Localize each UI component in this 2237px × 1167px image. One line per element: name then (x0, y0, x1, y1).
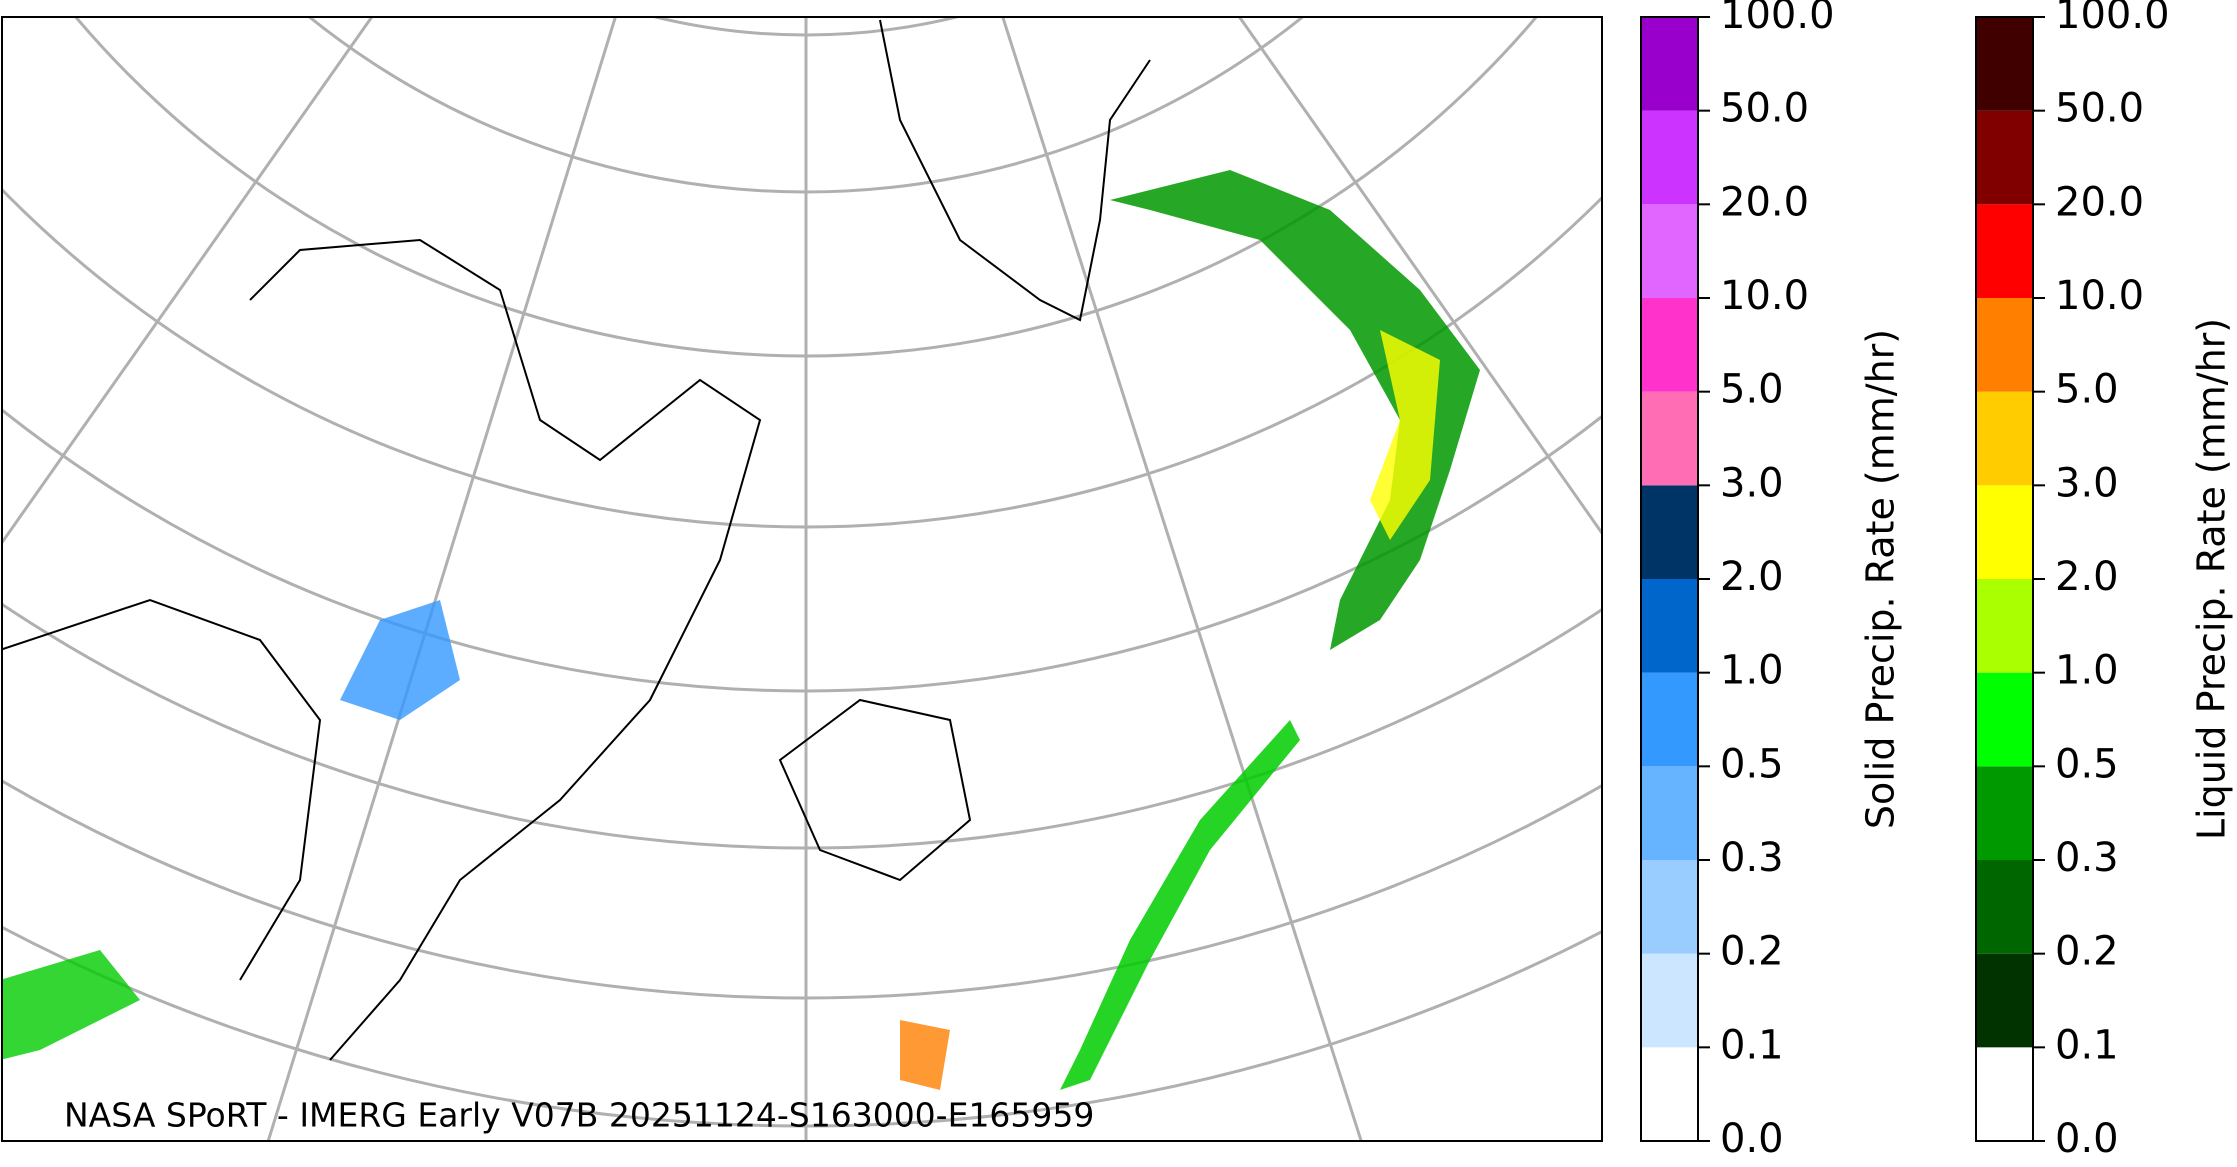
coastlines (2, 19, 1151, 1061)
tick-label: 100.0 (1720, 0, 1835, 38)
colorbar-label: Liquid Precip. Rate (mm/hr) (2190, 318, 2234, 840)
tick-label: 20.0 (1720, 179, 1809, 225)
tick-label: 0.2 (2055, 929, 2119, 975)
map-frame (1, 16, 1603, 1142)
color-segment (1641, 298, 1698, 392)
tick-label: 5.0 (1720, 367, 1784, 413)
precipitation (2, 170, 1480, 1090)
color-segment (1976, 391, 2033, 486)
color-segment (1641, 766, 1698, 860)
colorbar-label: Solid Precip. Rate (mm/hr) (1859, 329, 1903, 829)
tick-label: 1.0 (2055, 648, 2119, 694)
color-segment (1641, 579, 1698, 673)
tick-label: 50.0 (2055, 86, 2144, 132)
color-segment (1641, 204, 1698, 298)
color-segment (1976, 672, 2033, 767)
tick-label: 100.0 (2055, 0, 2170, 38)
color-segment (1641, 860, 1698, 954)
tick-label: 0.5 (1720, 741, 1784, 787)
tick-label: 0.5 (2055, 741, 2119, 787)
color-segment (1976, 579, 2033, 673)
color-segment (1976, 860, 2033, 954)
tick-label: 1.0 (1720, 648, 1784, 694)
color-segment (1976, 110, 2033, 205)
color-segment (1976, 204, 2033, 298)
color-segment (1641, 953, 1698, 1048)
tick-label: 0.0 (1720, 1116, 1784, 1162)
tick-label: 10.0 (1720, 273, 1809, 319)
tick-label: 0.3 (2055, 835, 2119, 881)
tick-label: 2.0 (1720, 554, 1784, 600)
color-segment (1976, 766, 2033, 860)
tick-label: 20.0 (2055, 179, 2144, 225)
color-segment (1976, 298, 2033, 392)
tick-label: 50.0 (1720, 86, 1809, 132)
color-segment (1641, 485, 1698, 579)
caption: NASA SPoRT - IMERG Early V07B 20251124-S… (64, 1096, 1094, 1135)
color-segment (1641, 391, 1698, 486)
tick-label: 3.0 (1720, 460, 1784, 506)
color-segment (1641, 110, 1698, 205)
tick-label: 0.0 (2055, 1116, 2119, 1162)
tick-label: 0.1 (1720, 1022, 1784, 1068)
color-segment (1641, 672, 1698, 767)
color-segment (1976, 17, 2033, 111)
color-segment (1641, 17, 1698, 111)
tick-label: 0.3 (1720, 835, 1784, 881)
color-segment (1976, 953, 2033, 1048)
tick-label: 2.0 (2055, 554, 2119, 600)
tick-label: 3.0 (2055, 460, 2119, 506)
color-segment (1976, 485, 2033, 579)
tick-label: 0.1 (2055, 1022, 2119, 1068)
color-segment (1976, 1047, 2033, 1141)
tick-label: 5.0 (2055, 367, 2119, 413)
tick-label: 10.0 (2055, 273, 2144, 319)
tick-label: 0.2 (1720, 929, 1784, 975)
color-segment (1641, 1047, 1698, 1141)
